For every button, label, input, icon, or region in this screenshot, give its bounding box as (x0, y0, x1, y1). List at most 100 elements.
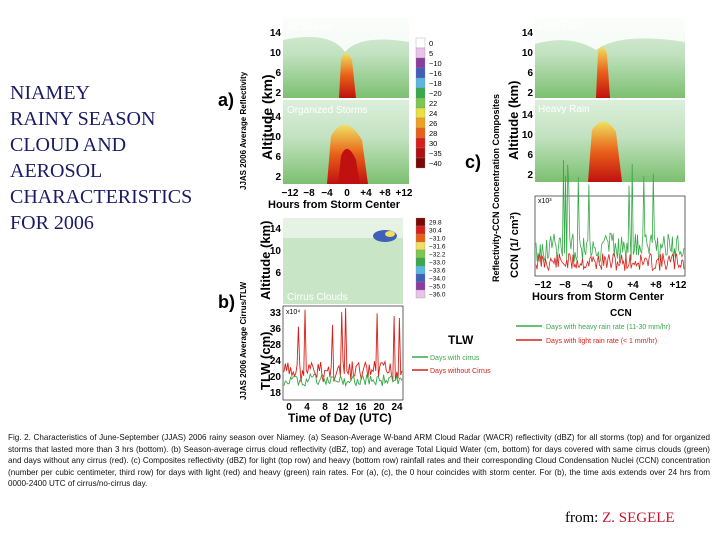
colorbar-label: −35.0 (429, 284, 446, 291)
tlw-line-cirrus (283, 372, 403, 388)
x-axis-label: Time of Day (UTC) (288, 411, 392, 425)
storm-core (339, 53, 356, 98)
storm-core (588, 121, 622, 182)
colorbar-label: −18 (429, 79, 442, 88)
colorbar-label: −31.6 (429, 244, 446, 251)
x-tick: −4 (581, 280, 593, 291)
colorbar-label: −32.2 (429, 252, 446, 259)
x-tick: +12 (396, 188, 413, 199)
side-label: JJAS 2006 Average Cirrus/TLW (239, 281, 248, 400)
y-tick: 6 (275, 268, 281, 279)
colorbar-swatch (415, 137, 426, 149)
y-tick: 10 (270, 132, 282, 143)
y-tick: 20 (270, 372, 282, 383)
colorbar-swatch (415, 107, 426, 119)
x-tick: 0 (344, 188, 350, 199)
y-tick: 24 (270, 356, 282, 367)
y-axis-label: Altitude (km) (259, 74, 275, 160)
x-tick: −12 (535, 280, 552, 291)
storm-core-intense (338, 148, 360, 184)
y-tick: 14 (270, 28, 282, 39)
y-tick: 2 (275, 88, 281, 99)
y-axis-label-top: Altitude (km) (506, 81, 521, 160)
colorbar-swatch (415, 249, 426, 259)
colorbar-label: 22 (429, 99, 437, 108)
side-label: JJAS 2006 Average Reflectivity (239, 71, 248, 190)
x-tick: 20 (373, 402, 385, 413)
colorbar-swatch (415, 117, 426, 129)
y-tick: 6 (275, 68, 281, 79)
panel-letter: c) (465, 152, 481, 172)
panel-c: c) Reflectivity-CCN Concentration Compos… (465, 18, 687, 345)
colorbar-swatch (415, 97, 426, 109)
colorbar-swatch (415, 265, 426, 275)
legend-title: TLW (448, 333, 474, 347)
colorbar-swatch (415, 87, 426, 99)
colorbar-label: −33.0 (429, 260, 446, 267)
title-line: CHARACTERISTICS (10, 186, 193, 208)
y-tick: 10 (522, 130, 534, 141)
colorbar-swatch (415, 147, 426, 159)
cloud-free-region (283, 18, 409, 52)
x-tick: 4 (304, 402, 310, 413)
tlw-line-no-cirrus (283, 307, 403, 383)
x-tick: −4 (321, 188, 333, 199)
x-tick: 0 (286, 402, 292, 413)
y-tick: 10 (522, 48, 534, 59)
colorbar-label: −16 (429, 69, 442, 78)
x-tick: 12 (337, 402, 349, 413)
credit-prefix: from: (565, 510, 599, 526)
colorbar-swatch (415, 127, 426, 139)
legend-entry: Days with heavy rain rate (11-30 mm/hr) (546, 324, 670, 331)
colorbar-label: −10 (429, 59, 442, 68)
figure: a) JJAS 2006 Average Reflectivity Altitu… (218, 18, 687, 425)
y-tick: 14 (270, 224, 282, 235)
colorbar-swatch (415, 273, 426, 283)
y-tick: 6 (275, 152, 281, 163)
title-line: FOR 2006 (10, 212, 94, 234)
x-tick: +12 (670, 280, 687, 291)
colorbar-label: −20 (429, 89, 442, 98)
colorbar-label: 29.8 (429, 220, 442, 227)
legend-entry: Days without Cirrus (430, 368, 491, 375)
colorbar-label: −36.0 (429, 292, 446, 299)
slide-title: NIAMEY RAINY SEASON CLOUD AND AEROSOL CH… (10, 80, 230, 236)
ccn-line-heavy (535, 159, 685, 264)
x-tick: 8 (322, 402, 328, 413)
colorbar-swatch (415, 225, 426, 235)
ccn-line-light (535, 252, 685, 272)
colorbar-swatch (415, 233, 426, 243)
title-line: RAINY SEASON (10, 108, 156, 130)
colorbar-swatch (415, 37, 426, 49)
colorbar-label: 5 (429, 49, 433, 58)
colorbar-swatch (415, 47, 426, 59)
title-line: CLOUD AND (10, 134, 127, 156)
y-tick: 6 (527, 150, 533, 161)
credit-name: Z. SEGELE (602, 510, 675, 526)
colorbar-label: 28 (429, 129, 437, 138)
y-axis-label-top: Altitude (km) (258, 221, 273, 300)
y-tick: 28 (270, 340, 282, 351)
panel-b: b) JJAS 2006 Average Cirrus/TLW Altitude… (218, 217, 491, 425)
y-axis-label-bottom: TLW (cm) (258, 332, 273, 391)
sub-label: Organized Storms (287, 105, 368, 116)
exponent-label: x10⁴ (286, 309, 300, 316)
y-tick: 14 (522, 28, 534, 39)
y-tick: 2 (275, 172, 281, 183)
y-tick: 10 (270, 246, 282, 257)
legend-title: CCN (610, 308, 632, 319)
y-tick: 2 (527, 170, 533, 181)
colorbar-label: −35 (429, 149, 442, 158)
figure-caption: Fig. 2. Characteristics of June-Septembe… (8, 433, 710, 489)
colorbar-swatch (415, 257, 426, 267)
colorbar-swatch (415, 67, 426, 79)
panel-letter: a) (218, 90, 234, 110)
colorbar-label: −34.0 (429, 276, 446, 283)
x-tick: +8 (650, 280, 662, 291)
sub-label: Cirrus Clouds (287, 292, 348, 303)
colorbar-swatch (415, 289, 426, 299)
sub-label: Heavy Rain (538, 104, 590, 115)
y-tick: 36 (270, 324, 282, 335)
colorbar-swatch (415, 281, 426, 291)
colorbar-label: 26 (429, 119, 437, 128)
